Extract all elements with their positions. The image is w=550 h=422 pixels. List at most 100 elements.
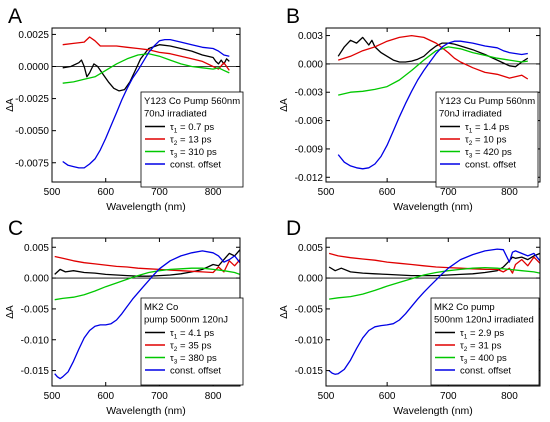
legend-title-line: MK2 Co [144, 302, 178, 313]
x-tick-label: 600 [97, 187, 114, 198]
panel-letter: B [286, 5, 300, 28]
y-tick-label: -0.015 [295, 366, 324, 377]
x-tick-label: 700 [151, 391, 168, 402]
legend-entry-2: τ2 = 10 ps [465, 135, 507, 148]
legend-entry-4: const. offset [170, 366, 221, 377]
y-axis-label: ΔA [279, 305, 290, 319]
y-tick-label: 0.005 [298, 243, 323, 254]
x-tick-label: 600 [379, 391, 396, 402]
series-line-4 [54, 250, 240, 380]
y-tick-label: -0.005 [21, 304, 50, 315]
x-tick-label: 800 [205, 391, 222, 402]
y-tick-label: 0.000 [298, 59, 323, 70]
panel-letter: C [8, 217, 23, 240]
y-tick-label: -0.015 [21, 366, 50, 377]
y-tick-label: 0.003 [298, 31, 323, 42]
legend-entry-1: τ1 = 0.7 ps [170, 122, 214, 135]
legend-entry-4: const. offset [170, 160, 221, 171]
axes-frame [325, 237, 541, 387]
y-tick-label: -0.006 [295, 116, 324, 127]
legend-title-line: Y123 Cu Pump 560nm [439, 96, 535, 107]
legend-title-line: MK2 Co pump [434, 302, 495, 313]
x-tick-label: 800 [205, 187, 222, 198]
series-line-2 [328, 252, 540, 274]
y-tick-label: -0.0075 [15, 158, 49, 169]
series-group [54, 249, 240, 380]
y-tick-label: 0.000 [298, 274, 323, 285]
y-tick-label: -0.010 [21, 335, 50, 346]
y-tick-label: -0.005 [295, 304, 324, 315]
legend: Y123 Cu Pump 560nm 70nJ irradiated τ1 = 1.… [435, 91, 539, 188]
panel-letter: D [286, 217, 301, 240]
x-tick-label: 500 [44, 187, 61, 198]
legend-entry-3: τ3 = 400 ps [460, 353, 507, 366]
series-line-2 [62, 36, 230, 71]
series-group [337, 34, 529, 170]
series-line-1 [54, 249, 240, 277]
legend-title-line: pump 500nm 120nJ [144, 315, 228, 326]
legend-entry-2: τ2 = 31 ps [460, 341, 502, 354]
series-line-4 [62, 38, 230, 169]
panel-b: B 500 600 700 800 0.003 0.000 -0.003 -0.006 -0.00… [279, 5, 541, 213]
series-line-1 [328, 252, 540, 277]
y-tick-label: 0.000 [24, 274, 49, 285]
panel-d: D 500 600 700 800 0.005 0.000 -0.005 -0.010 -0.01… [279, 217, 541, 417]
panel-letter: A [8, 5, 22, 28]
legend: MK2 Co pump 500nm 120nJ irradiated τ1 = 2.… [430, 297, 540, 386]
x-tick-label: 700 [151, 187, 168, 198]
axes-frame [325, 27, 541, 183]
y-tick-label: -0.0025 [15, 94, 49, 105]
series-group [62, 36, 230, 169]
y-axis-label: ΔA [5, 98, 16, 112]
legend-entry-3: τ3 = 380 ps [170, 353, 217, 366]
x-tick-label: 500 [318, 187, 335, 198]
x-tick-label: 800 [501, 391, 518, 402]
x-tick-label: 800 [501, 187, 518, 198]
legend-entry-1: τ1 = 1.4 ps [465, 122, 509, 135]
y-tick-label: -0.010 [295, 335, 324, 346]
x-tick-label: 600 [97, 391, 114, 402]
x-tick-label: 500 [318, 391, 335, 402]
legend-entry-4: const. offset [460, 366, 511, 377]
legend: Y123 Co Pump 560nm 70nJ irradiated τ1 = 0.… [140, 91, 244, 188]
y-axis-label: ΔA [5, 305, 16, 319]
y-tick-label: -0.009 [295, 144, 324, 155]
series-line-3 [54, 267, 240, 301]
y-tick-label: -0.003 [295, 88, 324, 99]
x-tick-label: 700 [440, 187, 457, 198]
legend-title-line: 500nm 120nJ irradiated [434, 315, 534, 326]
y-tick-label: 0.0025 [18, 30, 49, 41]
y-tick-label: 0.0000 [18, 62, 49, 73]
series-line-4 [337, 40, 528, 170]
x-tick-label: 600 [379, 187, 396, 198]
x-axis-label: Wavelength (nm) [393, 405, 473, 417]
series-line-4 [328, 248, 540, 375]
y-tick-label: 0.005 [24, 243, 49, 254]
y-tick-label: -0.0050 [15, 126, 49, 137]
x-tick-label: 500 [44, 391, 61, 402]
x-axis-label: Wavelength (nm) [106, 405, 186, 417]
legend-entry-1: τ1 = 4.1 ps [170, 328, 214, 341]
y-axis-label: ΔA [279, 98, 290, 112]
legend-entry-3: τ3 = 310 ps [170, 147, 217, 160]
series-line-3 [329, 266, 540, 300]
legend-entry-1: τ1 = 2.9 ps [460, 328, 504, 341]
legend-title-line: 70nJ irradiated [144, 109, 207, 120]
series-line-3 [338, 46, 528, 96]
x-tick-label: 700 [440, 391, 457, 402]
x-axis-label: Wavelength (nm) [393, 201, 473, 213]
series-line-1 [62, 44, 230, 92]
panel-a: A 500 600 700 800 0.0025 0.0000 -0.0025 -0.0050 -… [5, 5, 244, 213]
legend-entry-3: τ3 = 420 ps [465, 147, 512, 160]
y-tick-label: -0.012 [295, 173, 324, 184]
series-line-3 [62, 53, 230, 84]
legend-entry-4: const. offset [465, 160, 516, 171]
series-group [328, 248, 540, 375]
legend-entry-2: τ2 = 13 ps [170, 135, 212, 148]
legend-title-line: Y123 Co Pump 560nm [144, 96, 240, 107]
x-axis-label: Wavelength (nm) [106, 201, 186, 213]
legend-title-line: 70nJ irradiated [439, 109, 502, 120]
legend-entry-2: τ2 = 35 ps [170, 341, 212, 354]
